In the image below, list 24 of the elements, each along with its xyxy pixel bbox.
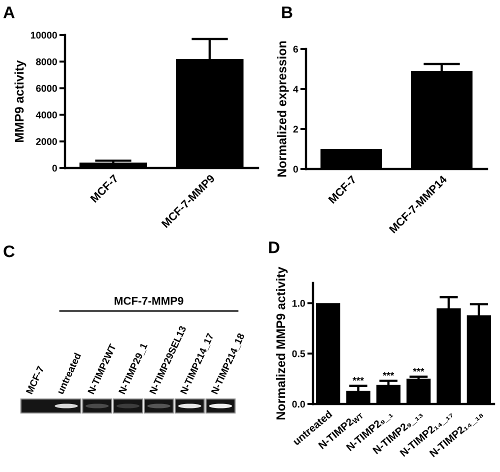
y-tick-label: 4000 (36, 112, 57, 118)
chart-title: A (3, 6, 15, 18)
chart-title: B (282, 6, 292, 18)
y-tick-label: 6000 (36, 84, 57, 92)
y-tick-label: 8000 (36, 58, 57, 66)
y-tick-label: 0.0 (292, 400, 305, 408)
chart-title: D (269, 242, 280, 254)
text: C (4, 245, 15, 258)
y-axis-title: MMP9 activity (14, 60, 26, 142)
y-tick-label: 0.5 (292, 350, 306, 358)
annotation: *** (352, 377, 364, 381)
y-tick-label: 4 (293, 86, 298, 93)
y-tick-label: 1.0 (292, 300, 305, 307)
text: MCF-7-MMP9 (114, 296, 184, 305)
annotation: *** (412, 368, 424, 372)
y-axis-title: Normalized expression (277, 41, 289, 177)
y-tick-label: 2 (293, 126, 298, 133)
y-tick-label: 0 (52, 164, 57, 172)
y-tick-label: 0 (293, 166, 298, 173)
y-axis-title: Normalized MMP9 activity (276, 266, 288, 420)
annotation: *** (382, 372, 394, 376)
y-tick-label: 2000 (36, 138, 57, 146)
y-tick-label: 10000 (30, 32, 57, 39)
y-tick-label: 6 (293, 46, 298, 53)
